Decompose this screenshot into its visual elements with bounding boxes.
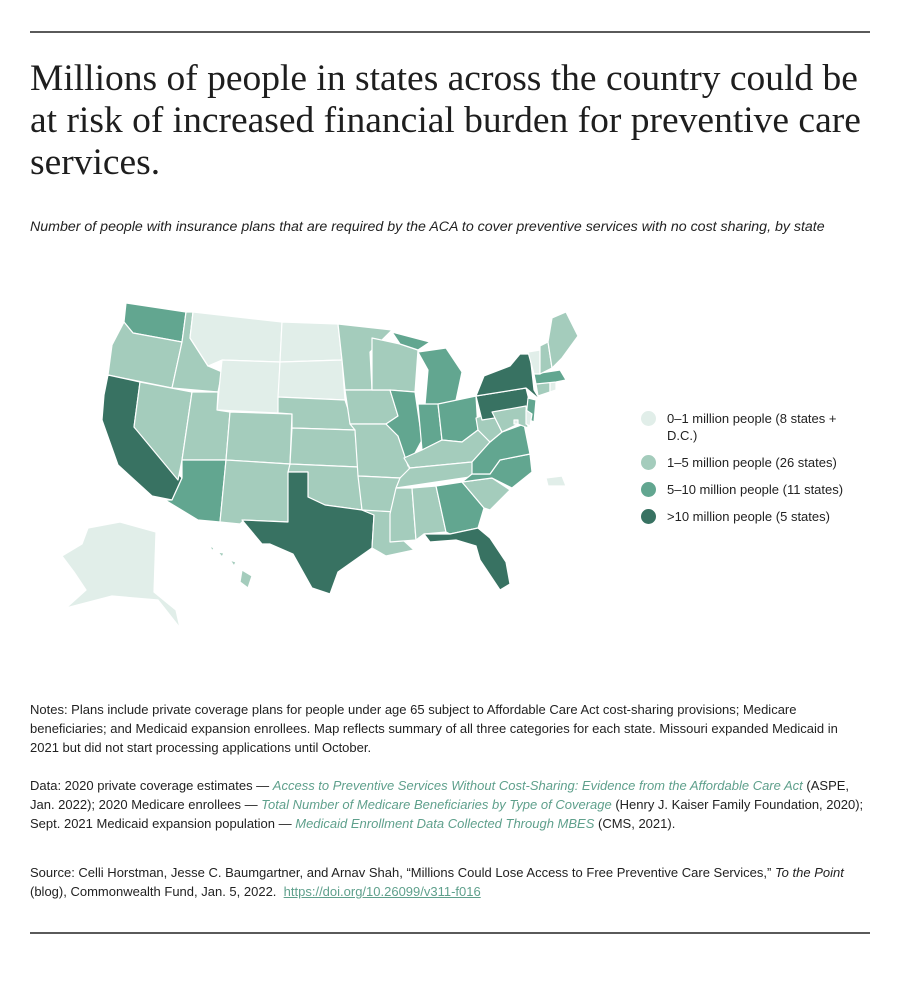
legend-label-tier0: 0–1 million people (8 states + D.C.) <box>667 411 837 443</box>
state-nd <box>279 321 343 363</box>
notes-text: Notes: Plans include private coverage pl… <box>30 702 838 755</box>
state-ms <box>389 487 417 543</box>
state-me <box>547 311 579 369</box>
state-nm <box>219 459 291 525</box>
legend-item-tier2: 5–10 million people (11 states) <box>640 481 860 500</box>
state-hi <box>209 545 253 589</box>
data-prefix: Data: 2020 private coverage estimates — <box>30 778 273 793</box>
state-de <box>525 409 533 427</box>
cms-mbes-link[interactable]: Medicaid Enrollment Data Collected Throu… <box>295 816 595 831</box>
source-prefix: Source: Celli Horstman, Jesse C. Baumgar… <box>30 865 775 880</box>
bottom-rule <box>30 932 870 934</box>
state-md <box>491 405 529 433</box>
state-sd <box>277 359 346 401</box>
data-after-link2: (Henry J. Kaiser Family Foundation, 2020… <box>30 797 864 831</box>
state-ia <box>344 389 399 425</box>
state-pr <box>545 475 567 487</box>
state-il <box>385 389 423 467</box>
state-dc <box>513 419 519 425</box>
legend-swatch-tier0 <box>641 411 656 426</box>
data-sources: Data: 2020 private coverage estimates — … <box>30 776 870 833</box>
legend-item-tier0: 0–1 million people (8 states + D.C.) <box>640 410 860 446</box>
data-after-link1: (ASPE, Jan. 2022); 2020 Medicare enrolle… <box>30 778 850 812</box>
chart-subtitle: Number of people with insurance plans th… <box>30 219 825 235</box>
state-mt <box>189 311 283 367</box>
data-after-link3: (CMS, 2021). <box>594 816 676 831</box>
legend-label-tier1: 1–5 million people (26 states) <box>667 455 837 470</box>
doi-link[interactable]: https://doi.org/10.26099/v311-f016 <box>283 884 481 899</box>
state-wy <box>216 359 281 414</box>
top-rule <box>30 31 870 33</box>
kff-medicare-link[interactable]: Total Number of Medicare Beneficiaries b… <box>261 797 612 812</box>
state-al <box>411 485 447 541</box>
legend-label-tier3: >10 million people (5 states) <box>667 509 830 524</box>
state-ri <box>549 381 557 393</box>
state-ks <box>289 427 359 468</box>
legend-swatch-tier1 <box>641 455 656 470</box>
legend-item-tier3: >10 million people (5 states) <box>640 508 860 527</box>
state-co <box>225 411 293 465</box>
source-suffix: (blog), Commonwealth Fund, Jan. 5, 2022. <box>30 884 277 899</box>
source-citation: Source: Celli Horstman, Jesse C. Baumgar… <box>30 863 870 901</box>
legend-swatch-tier3 <box>641 509 656 524</box>
aspe-report-link[interactable]: Access to Preventive Services Without Co… <box>272 778 803 793</box>
state-nv <box>133 381 193 481</box>
state-tx <box>241 471 375 595</box>
state-ny <box>475 353 541 401</box>
legend-label-tier2: 5–10 million people (11 states) <box>667 482 844 497</box>
us-state-map <box>61 302 579 629</box>
state-fl <box>423 527 511 591</box>
chart-title: Millions of people in states across the … <box>30 58 861 183</box>
legend-swatch-tier2 <box>641 482 656 497</box>
state-ak <box>61 521 181 629</box>
source-publication: To the Point <box>774 865 844 880</box>
legend-item-tier1: 1–5 million people (26 states) <box>640 454 860 473</box>
map-legend: 0–1 million people (8 states + D.C.) 1–5… <box>640 410 860 527</box>
state-va <box>471 423 531 475</box>
